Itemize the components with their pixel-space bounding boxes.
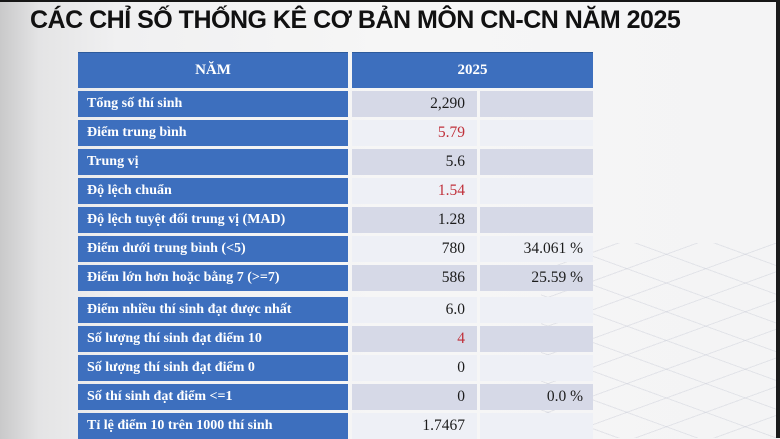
table-row: Độ lệch chuẩn 1.54 xyxy=(78,178,593,204)
table-row: Số lượng thí sinh đạt điểm 0 0 xyxy=(78,355,593,381)
row-percent xyxy=(480,355,593,381)
row-value: 6.0 xyxy=(352,297,477,323)
photo-edge-right xyxy=(776,0,780,438)
table-row: Trung vị 5.6 xyxy=(78,149,593,175)
photo-edge-top xyxy=(0,0,780,2)
row-percent xyxy=(480,326,593,352)
table-row: Độ lệch tuyệt đối trung vị (MAD) 1.28 xyxy=(78,207,593,233)
row-label: Tổng số thí sinh xyxy=(78,91,348,117)
row-label: Số lượng thí sinh đạt điểm 10 xyxy=(78,326,348,352)
table-row: Số lượng thí sinh đạt điểm 10 4 xyxy=(78,326,593,352)
row-value: 5.6 xyxy=(352,149,477,175)
row-label: Độ lệch tuyệt đối trung vị (MAD) xyxy=(78,207,348,233)
table-row: Điểm dưới trung bình (<5) 780 34.061 % xyxy=(78,236,593,262)
row-percent xyxy=(480,178,593,204)
table-header-row: NĂM 2025 xyxy=(78,52,593,88)
row-label: Số lượng thí sinh đạt điểm 0 xyxy=(78,355,348,381)
row-percent xyxy=(480,149,593,175)
row-label: Số thí sinh đạt điểm <=1 xyxy=(78,384,348,410)
row-label: Độ lệch chuẩn xyxy=(78,178,348,204)
row-value: 0 xyxy=(352,384,477,410)
row-value: 4 xyxy=(352,326,477,352)
slide-title: CÁC CHỈ SỐ THỐNG KÊ CƠ BẢN MÔN CN-CN NĂM… xyxy=(30,6,681,34)
row-percent: 25.59 % xyxy=(480,265,593,291)
row-value: 1.7467 xyxy=(352,413,477,439)
table-row: Tỉ lệ điểm 10 trên 1000 thí sinh 1.7467 xyxy=(78,413,593,439)
row-label: Điểm nhiều thí sinh đạt được nhất xyxy=(78,297,348,323)
row-percent xyxy=(480,91,593,117)
table-rows: Tổng số thí sinh 2,290 Điểm trung bình 5… xyxy=(78,91,593,439)
row-label: Điểm dưới trung bình (<5) xyxy=(78,236,348,262)
table-row: Số thí sinh đạt điểm <=1 0 0.0 % xyxy=(78,384,593,410)
row-percent xyxy=(480,207,593,233)
row-label: Trung vị xyxy=(78,149,348,175)
row-percent xyxy=(480,413,593,439)
row-value: 5.79 xyxy=(352,120,477,146)
header-year-label: NĂM xyxy=(78,52,348,88)
row-value: 0 xyxy=(352,355,477,381)
table-row: Điểm trung bình 5.79 xyxy=(78,120,593,146)
row-percent: 34.061 % xyxy=(480,236,593,262)
table-row: Điểm lớn hơn hoặc bằng 7 (>=7) 586 25.59… xyxy=(78,265,593,291)
row-value: 2,290 xyxy=(352,91,477,117)
row-label: Điểm lớn hơn hoặc bằng 7 (>=7) xyxy=(78,265,348,291)
row-percent xyxy=(480,120,593,146)
row-label: Tỉ lệ điểm 10 trên 1000 thí sinh xyxy=(78,413,348,439)
row-value: 1.28 xyxy=(352,207,477,233)
row-value: 586 xyxy=(352,265,477,291)
row-percent xyxy=(480,297,593,323)
row-value: 1.54 xyxy=(352,178,477,204)
header-year-value: 2025 xyxy=(352,52,593,88)
row-percent: 0.0 % xyxy=(480,384,593,410)
row-value: 780 xyxy=(352,236,477,262)
statistics-table: NĂM 2025 Tổng số thí sinh 2,290 Điểm tru… xyxy=(78,52,593,439)
table-row: Điểm nhiều thí sinh đạt được nhất 6.0 xyxy=(78,297,593,323)
row-label: Điểm trung bình xyxy=(78,120,348,146)
table-row: Tổng số thí sinh 2,290 xyxy=(78,91,593,117)
